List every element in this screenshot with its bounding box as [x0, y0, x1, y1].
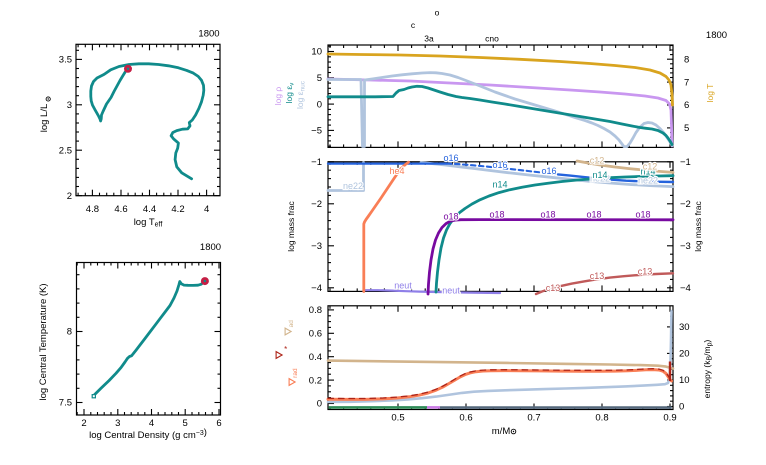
- svg-text:2: 2: [81, 418, 86, 429]
- svg-text:−3: −3: [680, 241, 691, 252]
- svg-text:0.6: 0.6: [309, 329, 322, 340]
- svg-text:3.5: 3.5: [59, 55, 72, 66]
- svg-text:−4: −4: [311, 283, 322, 294]
- svg-text:7: 7: [684, 77, 689, 88]
- svg-text:8: 8: [67, 327, 72, 338]
- svg-text:0.8: 0.8: [309, 305, 322, 316]
- svg-text:4: 4: [204, 204, 209, 215]
- svg-text:2: 2: [67, 191, 72, 202]
- svg-text:o16: o16: [492, 160, 507, 170]
- svg-text:n14: n14: [492, 180, 507, 190]
- svg-text:−5: −5: [311, 126, 322, 137]
- svg-text:o18: o18: [586, 210, 601, 220]
- svg-text:rad: rad: [292, 368, 299, 378]
- svg-text:c13: c13: [546, 283, 561, 293]
- svg-text:log mass frac: log mass frac: [693, 200, 703, 251]
- svg-text:c: c: [411, 20, 416, 30]
- svg-text:1800: 1800: [198, 29, 219, 40]
- svg-text:10: 10: [311, 47, 322, 58]
- svg-text:0.2: 0.2: [309, 375, 322, 386]
- svg-text:o18: o18: [635, 210, 650, 220]
- svg-text:ne22: ne22: [343, 181, 363, 191]
- svg-text:6: 6: [216, 418, 221, 429]
- svg-text:o18: o18: [489, 210, 504, 220]
- svg-text:o18: o18: [443, 212, 458, 222]
- svg-text:log εnuc: log εnuc: [295, 80, 307, 109]
- svg-text:−4: −4: [680, 283, 691, 294]
- svg-text:log T: log T: [705, 84, 715, 103]
- svg-text:0.4: 0.4: [309, 352, 322, 363]
- svg-text:2.5: 2.5: [59, 145, 72, 156]
- svg-text:0.9: 0.9: [663, 413, 676, 424]
- svg-text:n14: n14: [640, 167, 655, 177]
- svg-text:o: o: [435, 8, 440, 18]
- svg-text:neut: neut: [394, 281, 412, 291]
- svg-text:4.6: 4.6: [114, 204, 127, 215]
- svg-text:−2: −2: [311, 199, 322, 210]
- svg-text:ne22: ne22: [590, 174, 610, 184]
- svg-text:4.2: 4.2: [171, 204, 184, 215]
- svg-text:ad: ad: [288, 320, 295, 328]
- svg-text:5: 5: [183, 418, 188, 429]
- svg-text:n14: n14: [592, 170, 607, 180]
- svg-text:1800: 1800: [706, 30, 727, 41]
- svg-text:5: 5: [684, 123, 689, 134]
- svg-text:10: 10: [679, 375, 690, 386]
- svg-text:5: 5: [317, 73, 322, 84]
- svg-text:4: 4: [149, 418, 154, 429]
- svg-text:o16: o16: [443, 153, 458, 163]
- svg-text:3: 3: [67, 100, 72, 111]
- svg-text:0: 0: [317, 399, 322, 410]
- svg-text:log Central Temperature (K): log Central Temperature (K): [38, 283, 49, 400]
- svg-text:−3: −3: [311, 241, 322, 252]
- svg-text:log L/L: log L/L: [39, 104, 50, 133]
- svg-text:0.5: 0.5: [391, 413, 404, 424]
- svg-text:20: 20: [679, 349, 690, 360]
- svg-text:0: 0: [317, 99, 322, 110]
- svg-text:*: *: [284, 345, 287, 354]
- svg-text:3a: 3a: [424, 34, 434, 44]
- svg-text:−1: −1: [680, 157, 691, 168]
- svg-text:m/M: m/M: [492, 426, 511, 437]
- svg-text:−2: −2: [680, 199, 691, 210]
- svg-text:ne22: ne22: [638, 176, 658, 186]
- svg-text:c12: c12: [643, 162, 658, 172]
- svg-text:o16: o16: [541, 166, 556, 176]
- svg-text:c13: c13: [590, 271, 605, 281]
- svg-text:log mass frac: log mass frac: [286, 200, 296, 251]
- svg-text:0.8: 0.8: [595, 413, 608, 424]
- svg-text:log ρ: log ρ: [273, 87, 283, 106]
- svg-text:log εν: log εν: [284, 83, 296, 104]
- svg-text:4.8: 4.8: [86, 204, 99, 215]
- svg-text:neut: neut: [442, 286, 460, 296]
- svg-text:3: 3: [115, 418, 120, 429]
- svg-text:7.5: 7.5: [59, 398, 72, 409]
- svg-text:cno: cno: [485, 34, 499, 44]
- svg-text:−1: −1: [311, 157, 322, 168]
- svg-text:log Teff: log Teff: [134, 217, 163, 229]
- svg-text:log Central Density (g cm−3): log Central Density (g cm−3): [89, 427, 207, 441]
- svg-text:4.4: 4.4: [143, 204, 156, 215]
- svg-text:o18: o18: [540, 210, 555, 220]
- svg-text:c13: c13: [638, 267, 653, 277]
- svg-text:1800: 1800: [200, 242, 221, 253]
- svg-text:6: 6: [684, 100, 689, 111]
- svg-text:0: 0: [679, 402, 684, 413]
- svg-text:8: 8: [684, 54, 689, 65]
- svg-text:30: 30: [679, 322, 690, 333]
- svg-text:entropy (kB/mp): entropy (kB/mp): [702, 340, 714, 399]
- svg-text:he4: he4: [389, 166, 404, 176]
- svg-text:c12: c12: [590, 156, 605, 166]
- svg-text:0.6: 0.6: [459, 413, 472, 424]
- svg-text:0.7: 0.7: [527, 413, 540, 424]
